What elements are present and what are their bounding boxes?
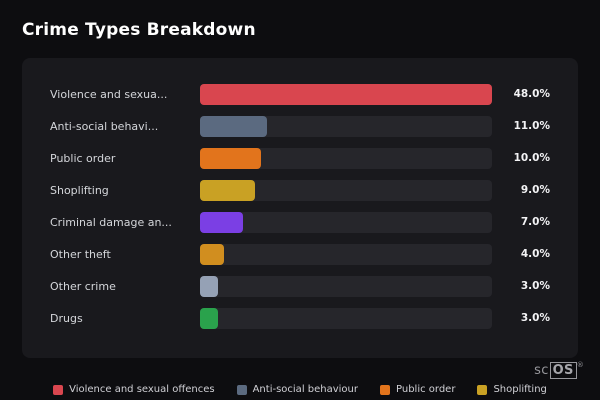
bar-track — [200, 115, 492, 137]
bar-track — [200, 179, 492, 201]
bar-value-label: 10.0% — [513, 152, 550, 164]
bar-value-label: 3.0% — [520, 280, 550, 292]
bar-category-label: Criminal damage an... — [50, 215, 172, 229]
registered-mark: ® — [576, 361, 584, 369]
bar-value-label: 3.0% — [520, 312, 550, 324]
bar-row: Other crime 3.0% — [50, 270, 550, 302]
legend-item[interactable]: Shoplifting — [477, 384, 547, 395]
bar-track — [200, 307, 492, 329]
legend-item[interactable]: Public order — [380, 384, 455, 395]
bar-chart: Violence and sexua... 48.0% Anti-social be… — [50, 78, 550, 334]
bar[interactable] — [200, 275, 219, 297]
bar-value-label: 4.0% — [520, 248, 550, 260]
bar-category-label: Violence and sexua... — [50, 87, 168, 101]
bar[interactable] — [200, 147, 261, 169]
chart-card: Violence and sexua... 48.0% Anti-social be… — [22, 58, 578, 358]
bar[interactable] — [200, 211, 243, 233]
bar-row: Drugs 3.0% — [50, 302, 550, 334]
legend-swatch-icon — [236, 384, 247, 395]
bar-value-label: 7.0% — [520, 216, 550, 228]
bar-value-label: 9.0% — [520, 184, 550, 196]
bar-track — [200, 83, 492, 105]
bar[interactable] — [200, 307, 219, 329]
bar-row: Violence and sexua... 48.0% — [50, 78, 550, 110]
watermark-os-box: OS — [549, 362, 577, 379]
bar-category-label: Anti-social behavi... — [50, 119, 159, 133]
bar-track — [200, 243, 492, 265]
legend-label: Shoplifting — [493, 384, 547, 395]
watermark-prefix: sc — [534, 363, 549, 378]
bar-value-label: 11.0% — [513, 120, 550, 132]
scos-watermark: sc OS ® — [534, 361, 584, 379]
bar-category-label: Drugs — [50, 311, 83, 325]
legend-item[interactable]: Anti-social behaviour — [236, 384, 358, 395]
bar-category-label: Public order — [50, 151, 116, 165]
bar[interactable] — [200, 83, 492, 105]
bar[interactable] — [200, 115, 267, 137]
legend-label: Violence and sexual offences — [69, 384, 215, 395]
legend-label: Anti-social behaviour — [252, 384, 358, 395]
legend-swatch-icon — [53, 384, 64, 395]
bar[interactable] — [200, 179, 255, 201]
bar-row: Shoplifting 9.0% — [50, 174, 550, 206]
bar-track — [200, 275, 492, 297]
bar-row: Anti-social behavi... 11.0% — [50, 110, 550, 142]
bar-track — [200, 147, 492, 169]
bar-category-label: Shoplifting — [50, 183, 109, 197]
bar-row: Other theft 4.0% — [50, 238, 550, 270]
bar[interactable] — [200, 243, 225, 265]
bar-track — [200, 211, 492, 233]
legend-swatch-icon — [380, 384, 390, 395]
chart-legend: Violence and sexual offences Anti-social … — [0, 384, 600, 395]
bar-value-label: 48.0% — [513, 88, 550, 100]
bar-row: Criminal damage an... 7.0% — [50, 206, 550, 238]
page-title: Crime Types Breakdown — [22, 20, 256, 40]
bar-category-label: Other theft — [50, 247, 111, 261]
legend-label: Public order — [396, 384, 456, 395]
legend-swatch-icon — [477, 384, 488, 395]
legend-item[interactable]: Violence and sexual offences — [53, 384, 215, 395]
bar-category-label: Other crime — [50, 279, 116, 293]
bar-row: Public order 10.0% — [50, 142, 550, 174]
